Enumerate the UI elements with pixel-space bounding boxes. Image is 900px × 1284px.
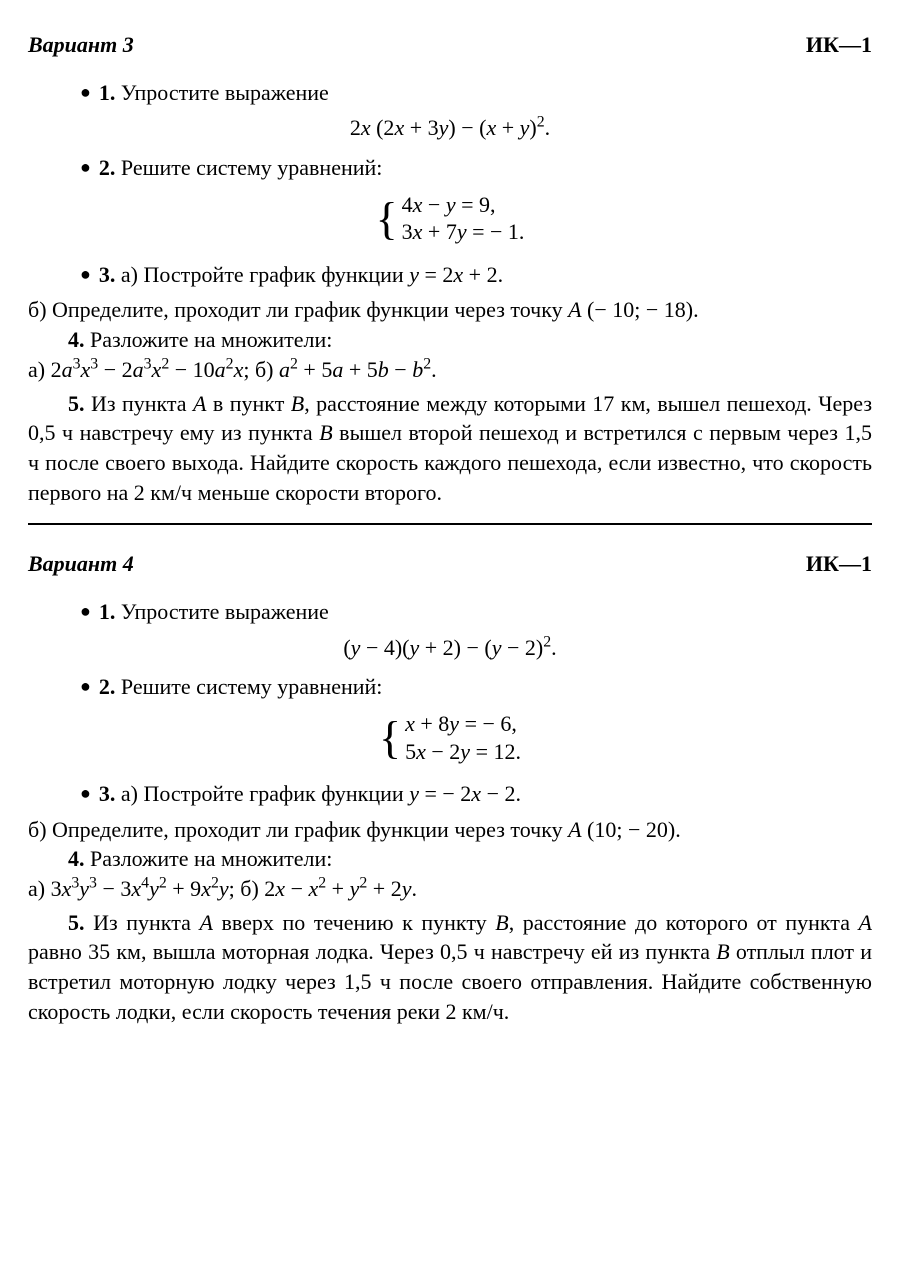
variant-header: Вариант 4 ИК—1 [28,549,872,579]
system-eq-b: 3x + 7y = − 1. [402,218,525,246]
problem-text: Решите систему уравнений: [121,674,383,699]
formula-1: 2x (2x + 3y) − (x + y)2. [28,113,872,143]
system-eq-a: 4x − y = 9, [402,191,525,219]
variant-title: Вариант 3 [28,30,134,60]
problem-3b: б) Определите, проходит ли график функци… [28,295,872,325]
p4b-pre: б) [249,357,279,382]
system-eq-a: x + 8y = − 6, [405,710,521,738]
bullet-icon: 3. [80,781,115,806]
p4a-pre: а) [28,876,51,901]
p4-text: Разложите на множители: [90,846,332,871]
problem-5: 5. Из пункта A в пункт B, расстояние меж… [28,389,872,508]
p3b-point: A (− 10; − 18). [568,297,699,322]
p3a-text: а) Постройте график функции [121,262,409,287]
p3b-text: б) Определите, проходит ли график функци… [28,817,568,842]
bullet-icon: 3. [80,262,115,287]
p5-label: 5. [68,910,85,935]
problem-1: 1. Упростите выражение [28,597,872,627]
p4a-pre: а) [28,357,51,382]
system-1: { 4x − y = 9, 3x + 7y = − 1. [28,189,872,254]
problem-text: Упростите выражение [121,599,329,624]
bullet-icon: 1. [80,80,115,105]
problem-4-formulas: а) 2a3x3 − 2a3x2 − 10a2x; б) a2 + 5a + 5… [28,355,872,385]
p4b-pre: б) [235,876,265,901]
variant-header: Вариант 3 ИК—1 [28,30,872,60]
p3b-text: б) Определите, проходит ли график функци… [28,297,568,322]
problem-2: 2. Решите систему уравнений: [28,153,872,183]
bullet-icon: 2. [80,674,115,699]
p3a-text: а) Постройте график функции [121,781,409,806]
brace-icon: { [376,198,398,239]
p4-text: Разложите на множители: [90,327,332,352]
problem-1: 1. Упростите выражение [28,78,872,108]
variant-title: Вариант 4 [28,549,134,579]
problem-3a: 3. а) Постройте график функции y = − 2x … [28,779,872,809]
system-1: { x + 8y = − 6, 5x − 2y = 12. [28,708,872,773]
system-eq-b: 5x − 2y = 12. [405,738,521,766]
problem-4-formulas: а) 3x3y3 − 3x4y2 + 9x2y; б) 2x − x2 + y2… [28,874,872,904]
p3b-point: A (10; − 20). [568,817,681,842]
section-divider [28,523,872,525]
ik-label: ИК—1 [806,30,872,60]
problem-3a: 3. а) Постройте график функции y = 2x + … [28,260,872,290]
problem-text: Решите систему уравнений: [121,155,383,180]
problem-text: Упростите выражение [121,80,329,105]
formula-1: (y − 4)(y + 2) − (y − 2)2. [28,633,872,663]
ik-label: ИК—1 [806,549,872,579]
bullet-icon: 1. [80,599,115,624]
problem-5: 5. Из пункта A вверх по течению к пункту… [28,908,872,1027]
brace-icon: { [379,717,401,758]
p5-label: 5. [68,391,85,416]
problem-2: 2. Решите систему уравнений: [28,672,872,702]
problem-4: 4. Разложите на множители: [28,844,872,874]
bullet-icon: 2. [80,155,115,180]
problem-4: 4. Разложите на множители: [28,325,872,355]
problem-3b: б) Определите, проходит ли график функци… [28,815,872,845]
